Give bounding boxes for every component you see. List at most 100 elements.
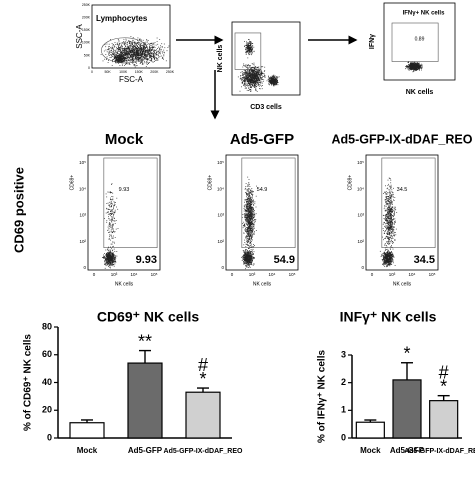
event-dot xyxy=(110,192,112,193)
event-dot xyxy=(110,264,112,266)
event-dot xyxy=(139,42,141,44)
event-dot xyxy=(268,76,269,78)
event-dot xyxy=(272,80,273,81)
event-dot xyxy=(114,60,116,62)
event-dot xyxy=(144,46,146,47)
event-dot xyxy=(117,61,119,62)
event-dot xyxy=(123,50,124,51)
event-dot xyxy=(248,254,250,255)
event-dot xyxy=(248,74,250,75)
event-dot xyxy=(248,78,249,80)
event-dot xyxy=(274,76,276,78)
event-dot xyxy=(253,77,254,79)
event-dot xyxy=(141,53,143,55)
event-dot xyxy=(246,75,248,77)
event-dot xyxy=(114,261,116,262)
event-dot xyxy=(251,79,252,80)
event-dot xyxy=(111,236,113,238)
event-dot xyxy=(150,48,152,50)
event-dot xyxy=(250,65,251,67)
event-dot xyxy=(276,83,277,85)
event-dot xyxy=(118,56,120,57)
event-dot xyxy=(109,51,111,53)
event-dot xyxy=(118,47,120,49)
event-dot xyxy=(106,253,107,254)
event-dot xyxy=(134,52,136,54)
event-dot xyxy=(411,66,413,67)
event-dot xyxy=(249,84,250,86)
event-dot xyxy=(259,88,261,90)
event-dot xyxy=(119,43,121,44)
event-dot xyxy=(147,57,148,59)
x-tick-label: 200K xyxy=(150,70,159,74)
event-dot xyxy=(143,49,144,51)
event-dot xyxy=(130,43,132,44)
event-dot xyxy=(102,60,104,62)
event-dot xyxy=(141,64,143,65)
event-dot xyxy=(108,218,110,219)
event-dot xyxy=(148,55,150,57)
event-dot xyxy=(105,193,107,195)
event-dot xyxy=(109,262,111,264)
event-dot xyxy=(129,54,131,55)
event-dot xyxy=(129,59,131,60)
event-dot xyxy=(122,53,124,55)
event-dot xyxy=(273,79,275,81)
event-dot xyxy=(145,51,146,53)
event-dot xyxy=(112,225,114,227)
event-dot xyxy=(411,62,412,64)
event-dot xyxy=(113,57,115,59)
event-dot xyxy=(253,254,254,255)
event-dot xyxy=(159,48,161,50)
event-dot xyxy=(120,42,122,44)
event-dot xyxy=(138,50,140,52)
event-dot xyxy=(248,64,249,66)
event-dot xyxy=(251,43,253,44)
event-dot xyxy=(113,204,115,206)
event-dot xyxy=(406,65,408,67)
event-dot xyxy=(121,55,123,57)
event-dot xyxy=(149,55,151,57)
event-dot xyxy=(407,62,409,63)
event-dot xyxy=(245,72,246,73)
event-dot xyxy=(255,72,257,74)
event-dot xyxy=(137,52,139,54)
event-dot xyxy=(253,79,255,81)
event-dot xyxy=(244,253,245,254)
event-dot xyxy=(114,251,116,252)
event-dot xyxy=(113,228,114,230)
event-dot xyxy=(260,80,262,82)
event-dot xyxy=(107,263,108,265)
event-dot xyxy=(253,263,255,265)
event-dot xyxy=(257,80,259,82)
event-dot xyxy=(418,63,419,65)
event-dot xyxy=(243,72,244,74)
event-dot xyxy=(107,258,109,260)
event-dot xyxy=(249,44,251,46)
event-dot xyxy=(247,46,249,47)
event-dot xyxy=(141,60,143,62)
event-dot xyxy=(126,63,128,65)
event-dot xyxy=(248,250,250,252)
event-dot xyxy=(245,64,247,66)
event-dot xyxy=(150,44,152,46)
event-dot xyxy=(258,72,259,73)
event-dot xyxy=(149,45,150,47)
event-dot xyxy=(107,252,108,253)
event-dot xyxy=(120,54,121,56)
event-dot xyxy=(162,57,164,59)
event-dot xyxy=(258,70,260,71)
event-dot xyxy=(244,73,246,75)
event-dot xyxy=(123,54,125,56)
event-dot xyxy=(118,59,120,60)
event-dot xyxy=(260,81,261,83)
event-dot xyxy=(249,257,251,258)
event-dot xyxy=(108,257,109,259)
event-dot xyxy=(122,52,124,54)
event-dot xyxy=(250,72,251,73)
event-dot xyxy=(255,71,257,73)
event-dot xyxy=(103,255,105,257)
event-dot xyxy=(113,230,114,232)
event-dot xyxy=(151,43,153,44)
event-dot xyxy=(129,41,130,42)
